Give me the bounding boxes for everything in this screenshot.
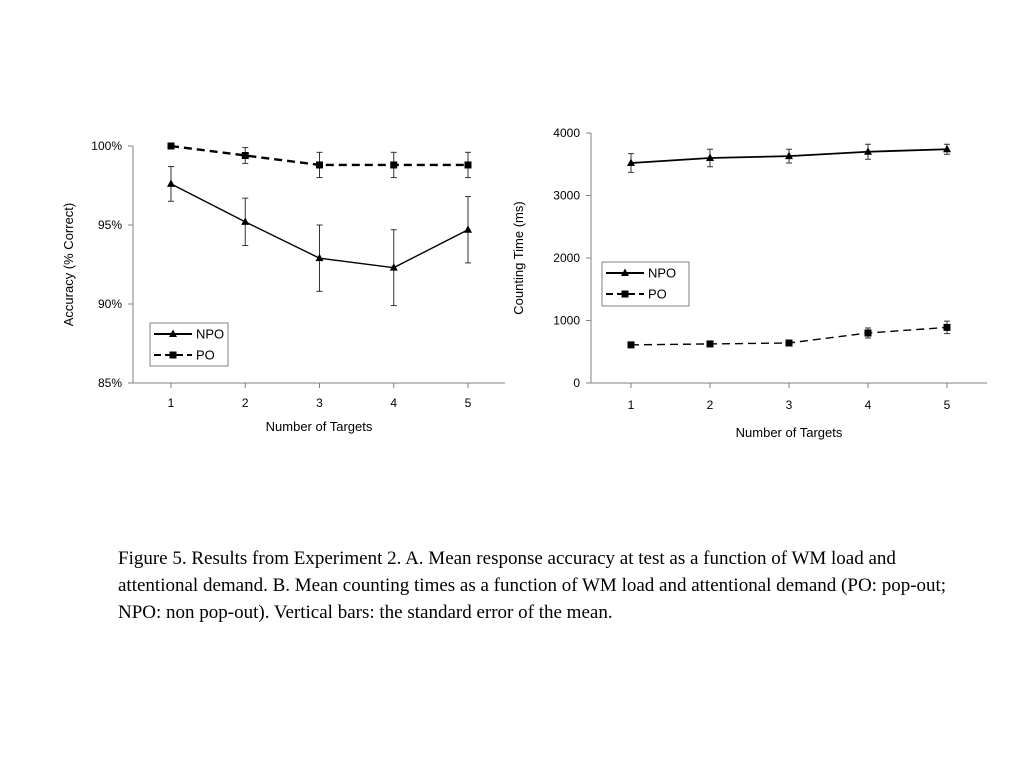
npo-data-point: [241, 217, 250, 225]
figure-caption: Figure 5. Results from Experiment 2. A. …: [118, 548, 947, 623]
x-tick-label: 2: [707, 398, 714, 412]
x-tick-label: 5: [944, 398, 951, 412]
po-data-point: [864, 329, 872, 337]
legend-po-label: PO: [196, 348, 215, 363]
y-tick-label: 2000: [553, 251, 580, 265]
npo-data-point: [315, 253, 324, 262]
npo-data-point: [167, 179, 175, 187]
legend: NPO PO: [149, 322, 229, 367]
x-tick-label: 4: [390, 396, 397, 410]
y-tick-label: 85%: [98, 376, 122, 390]
po-data-point: [241, 151, 249, 159]
y-tick-label: 100%: [91, 139, 122, 153]
po-data-point: [316, 161, 323, 169]
y-tick-label: 3000: [553, 189, 580, 203]
po-data-point: [785, 339, 793, 347]
x-tick-label: 3: [316, 396, 323, 410]
npo-data-point: [627, 158, 635, 166]
legend-box: [601, 261, 690, 307]
npo-data-point: [706, 153, 714, 161]
npo-data-point: [389, 263, 398, 271]
legend-box: [149, 322, 229, 367]
legend-npo-label: NPO: [648, 266, 676, 281]
po-data-point: [943, 323, 951, 331]
npo-data-point: [785, 151, 793, 160]
y-tick-label: 1000: [553, 314, 580, 328]
legend-npo-marker: [169, 329, 177, 337]
x-tick-label: 1: [168, 396, 175, 410]
x-tick-label: 3: [786, 398, 793, 412]
legend: NPO PO: [601, 261, 690, 307]
po-data-point: [627, 341, 635, 349]
x-tick-label: 1: [628, 398, 635, 412]
npo-data-point: [864, 147, 872, 155]
legend-po-label: PO: [648, 287, 667, 302]
x-tick-label: 4: [865, 398, 872, 412]
npo-data-point: [943, 144, 951, 153]
x-axis-title: Number of Targets: [736, 425, 843, 440]
y-axis-title: Counting Time (ms): [511, 201, 526, 314]
po-data-point: [706, 340, 714, 348]
y-tick-label: 95%: [98, 218, 122, 232]
x-tick-label: 2: [242, 396, 249, 410]
po-data-point: [464, 161, 472, 169]
x-tick-label: 5: [465, 396, 472, 410]
legend-po-marker: [169, 351, 177, 359]
legend-npo-marker: [621, 268, 629, 276]
npo-data-point: [464, 225, 472, 233]
x-axis-title: Number of Targets: [266, 419, 373, 434]
y-tick-label: 0: [573, 376, 580, 390]
y-tick-label: 4000: [553, 126, 580, 140]
legend-po-marker: [621, 290, 629, 298]
y-tick-label: 90%: [98, 297, 122, 311]
legend-npo-label: NPO: [196, 327, 224, 342]
y-axis-title: Accuracy (% Correct): [61, 203, 76, 327]
po-data-point: [167, 142, 175, 150]
po-data-point: [390, 161, 398, 169]
